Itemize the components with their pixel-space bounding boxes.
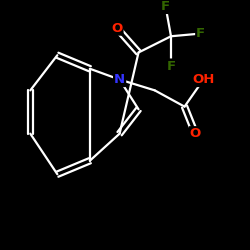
Text: O: O <box>190 127 201 140</box>
Text: F: F <box>161 0 170 13</box>
Text: OH: OH <box>192 73 215 86</box>
Text: F: F <box>196 27 205 40</box>
Text: F: F <box>166 60 175 72</box>
Text: O: O <box>111 22 122 35</box>
Text: N: N <box>114 73 125 86</box>
